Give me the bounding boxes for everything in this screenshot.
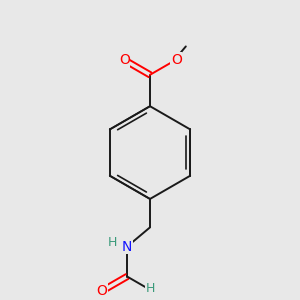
Text: O: O (171, 53, 182, 67)
Text: H: H (146, 282, 155, 295)
Text: N: N (122, 240, 132, 254)
Text: H: H (108, 236, 117, 249)
Text: O: O (119, 53, 130, 67)
Text: O: O (96, 284, 107, 298)
